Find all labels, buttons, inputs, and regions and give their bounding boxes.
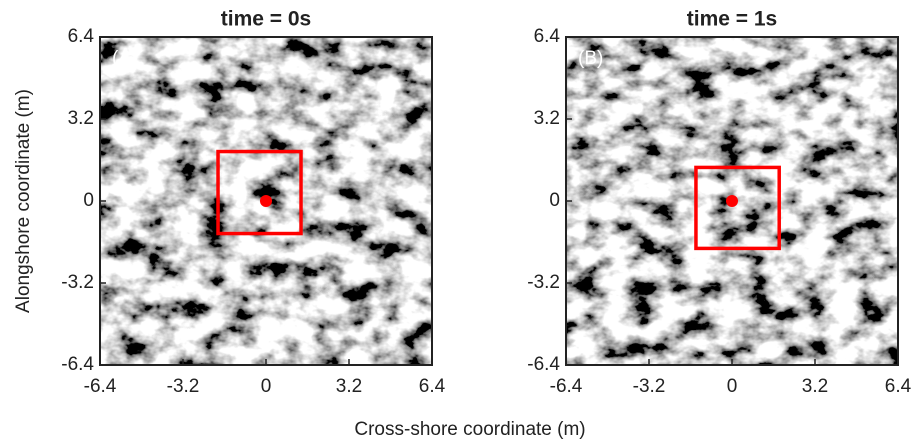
y-tick-label: 6.4 — [534, 26, 561, 47]
y-tick-label: -3.2 — [61, 272, 94, 293]
y-tick-label: 0 — [549, 190, 560, 211]
x-tick-label: 0 — [727, 376, 738, 397]
panel-label: (B) — [578, 48, 603, 69]
x-tick-label: 3.2 — [336, 376, 362, 397]
y-tick-label: -6.4 — [527, 354, 560, 375]
frame — [99, 36, 433, 366]
y-tick-label: 3.2 — [534, 108, 560, 129]
frame — [565, 36, 899, 366]
y-tick-label: 6.4 — [68, 26, 95, 47]
x-tick-label: 6.4 — [885, 376, 912, 397]
y-tick-label: -6.4 — [61, 354, 94, 375]
x-tick-label: 3.2 — [802, 376, 828, 397]
chart-title: time = 1s — [687, 8, 777, 31]
chart-title: time = 0s — [221, 8, 311, 31]
x-tick-label: -6.4 — [550, 376, 583, 397]
y-tick-label: -3.2 — [527, 272, 560, 293]
x-axis-label: Cross-shore coordinate (m) — [354, 419, 585, 440]
x-tick-label: -6.4 — [84, 376, 117, 397]
x-tick-label: 6.4 — [419, 376, 446, 397]
center-point — [726, 195, 738, 207]
panel-label: (A) — [112, 48, 137, 69]
x-tick-label: -3.2 — [167, 376, 200, 397]
window-box — [694, 165, 781, 251]
y-axis-label: Alongshore coordinate (m) — [13, 89, 34, 313]
y-tick-label: 3.2 — [68, 108, 94, 129]
window-box — [216, 149, 303, 236]
y-tick-label: 0 — [83, 190, 94, 211]
x-tick-label: -3.2 — [633, 376, 666, 397]
center-point — [260, 195, 272, 207]
x-tick-label: 0 — [261, 376, 272, 397]
